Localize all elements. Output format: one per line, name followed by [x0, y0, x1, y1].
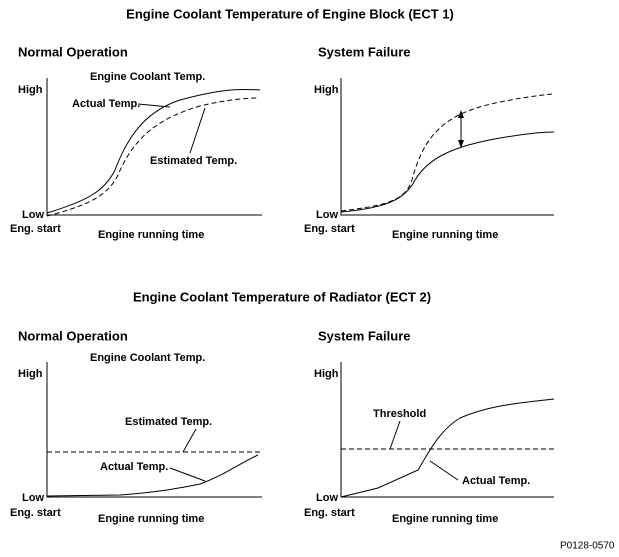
leader-line [189, 107, 206, 154]
y-high: High [314, 368, 339, 380]
y-high: High [18, 368, 43, 380]
x-label: Engine running time [98, 513, 204, 525]
curve-label: Engine Coolant Temp. [90, 71, 205, 83]
y-low: Low [316, 209, 338, 221]
section-title: Engine Coolant Temperature of Radiator (… [133, 289, 431, 304]
actual-curve [340, 131, 555, 213]
leader-line [429, 460, 459, 481]
estimated-curve [46, 97, 259, 217]
panel-title: System Failure [318, 328, 411, 343]
leader-line [169, 467, 206, 482]
estimated-curve [340, 93, 553, 212]
y-high: High [314, 84, 339, 96]
axes [340, 78, 554, 216]
section-title: Engine Coolant Temperature of Engine Blo… [126, 6, 454, 21]
actual-curve [46, 454, 259, 497]
x-label: Engine running time [392, 513, 498, 525]
curve-label: Actual Temp. [462, 475, 530, 487]
x-start: Eng. start [10, 507, 61, 519]
x-start: Eng. start [10, 223, 61, 235]
leader-line [389, 420, 401, 450]
curve-label: Estimated Temp. [125, 416, 212, 428]
leader-line [137, 103, 171, 108]
panel-title: Normal Operation [18, 44, 128, 59]
figure-code: P0128-0570 [560, 541, 615, 552]
actual-curve [46, 89, 261, 214]
y-low: Low [22, 209, 44, 221]
x-label: Engine running time [392, 229, 498, 241]
actual-curve [340, 398, 555, 498]
y-low: Low [22, 492, 44, 504]
panel-title: Normal Operation [18, 328, 128, 343]
curve-label: Estimated Temp. [150, 155, 237, 167]
x-label: Engine running time [98, 229, 204, 241]
y-low: Low [316, 492, 338, 504]
curve-label: Threshold [373, 408, 426, 420]
curve-label: Engine Coolant Temp. [90, 352, 205, 364]
x-start: Eng. start [304, 223, 355, 235]
x-start: Eng. start [304, 507, 355, 519]
curve-label: Actual Temp. [100, 461, 168, 473]
y-high: High [18, 84, 43, 96]
axes [46, 78, 262, 216]
panel-title: System Failure [318, 44, 411, 59]
curve-label: Actual Temp. [72, 98, 140, 110]
axes [46, 362, 262, 498]
leader-line [182, 428, 197, 453]
